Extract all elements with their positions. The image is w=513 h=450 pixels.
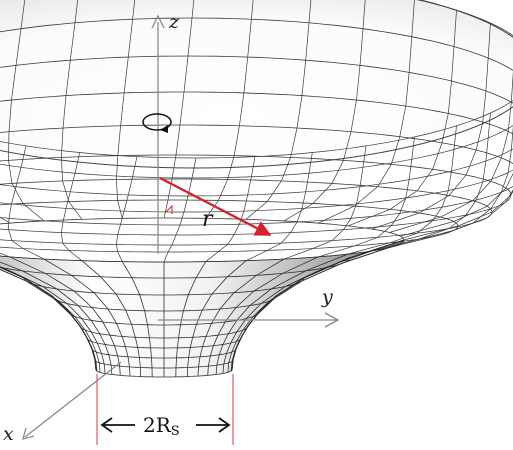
back-mesh-meridian: [116, 157, 137, 262]
throat-width-label: 2RS: [143, 413, 180, 439]
x-axis-label: x: [3, 423, 14, 445]
back-mesh-ring-lower: [0, 175, 513, 225]
back-mesh-meridian: [206, 157, 255, 262]
back-mesh-meridian: [246, 153, 312, 261]
back-mesh-meridian: [61, 153, 82, 261]
funnel-back-surface: [0, 0, 513, 260]
radius-label: r: [202, 207, 214, 232]
throat-width-right-arrow: [196, 418, 229, 432]
funnel-outer-rim: [0, 0, 513, 168]
y-axis-label: y: [321, 286, 333, 308]
throat-width-left-arrow: [102, 418, 135, 432]
z-axis-label: z: [168, 11, 180, 33]
radius-arrow: [160, 178, 270, 235]
back-mesh-ring-lower: [0, 226, 458, 252]
right-angle-mark: [166, 206, 172, 214]
back-mesh-meridian: [0, 137, 10, 257]
back-mesh-ring: [0, 179, 492, 212]
back-mesh-meridian: [164, 158, 196, 262]
